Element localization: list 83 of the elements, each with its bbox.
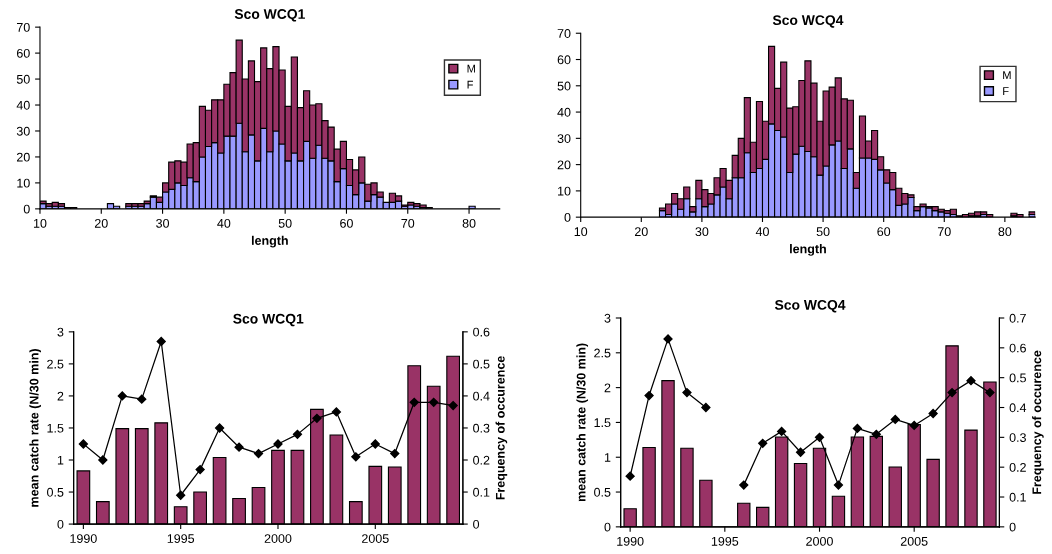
y-tick-label: 40 — [557, 107, 571, 117]
x-tick-label: 1995 — [167, 534, 195, 543]
x-axis-title: length — [790, 244, 826, 256]
chart-title: Sco WCQ1 — [234, 9, 305, 22]
y-tick-label: 30 — [16, 126, 30, 136]
x-tick-label: 2005 — [362, 534, 389, 543]
y-tick-label: 1 — [57, 455, 64, 465]
x-tick-label: 1990 — [617, 536, 644, 546]
y-tick-label: 2.5 — [47, 359, 64, 369]
x-tick-label: 60 — [877, 227, 891, 237]
y2-tick-label: 0.3 — [1009, 433, 1026, 442]
y-axis-title: mean catch rate (N/30 min) — [29, 349, 41, 507]
y-tick-label: 1.5 — [47, 423, 64, 433]
x-tick-label: 1995 — [711, 536, 739, 546]
y-tick-label: 0 — [564, 212, 571, 222]
x-tick-label: 30 — [156, 218, 170, 228]
y-tick-label: 0.5 — [47, 487, 64, 497]
y2-tick-label: 0.5 — [1009, 373, 1026, 383]
y2-tick-label: 0 — [1009, 522, 1016, 532]
chart-title: Sco WCQ4 — [772, 15, 844, 28]
y2-tick-label: 0.7 — [1009, 313, 1026, 323]
legend-label: M — [1003, 71, 1011, 79]
legend-label: F — [467, 80, 473, 89]
y-tick-label: 70 — [16, 22, 30, 32]
y2-tick-label: 0.4 — [473, 391, 490, 401]
x-tick-label: 10 — [33, 218, 47, 228]
y-tick-label: 50 — [557, 81, 571, 91]
y-tick-label: 40 — [16, 100, 30, 110]
y-tick-label: 3 — [57, 327, 64, 337]
y2-tick-label: 0 — [473, 519, 480, 529]
y2-tick-label: 0.1 — [1009, 492, 1026, 502]
y-axis-title: mean catch rate (N/30 min) — [576, 343, 589, 502]
y-tick-label: 50 — [16, 74, 30, 84]
x-tick-label: 40 — [755, 227, 769, 237]
legend-label: M — [467, 64, 475, 73]
chart-title: Sco WCQ4 — [774, 299, 846, 313]
x-tick-label: 2005 — [900, 536, 928, 546]
y-tick-label: 70 — [557, 29, 571, 38]
y-tick-label: 60 — [16, 48, 30, 58]
y2-tick-label: 0.2 — [1009, 462, 1026, 472]
y-tick-label: 0 — [57, 519, 64, 529]
y-tick-label: 20 — [557, 160, 571, 170]
y-tick-label: 10 — [17, 178, 30, 188]
y-tick-label: 0 — [604, 522, 611, 532]
x-tick-label: 1990 — [70, 534, 97, 543]
y-tick-label: 60 — [557, 55, 571, 65]
x-tick-label: 40 — [217, 218, 231, 228]
y-tick-label: 1 — [604, 453, 611, 462]
x-axis-title: length — [251, 235, 288, 248]
y-tick-label: 20 — [16, 152, 30, 162]
x-tick-label: 30 — [695, 227, 709, 237]
y2-axis-title: Frequency of occurence — [1032, 350, 1044, 494]
chart-title: Sco WCQ1 — [233, 313, 304, 327]
x-tick-label: 50 — [278, 218, 292, 228]
y2-tick-label: 0.4 — [1009, 403, 1027, 413]
y2-tick-label: 0.1 — [473, 487, 490, 497]
y-tick-label: 2 — [57, 391, 64, 401]
x-tick-label: 80 — [998, 227, 1012, 237]
y-tick-label: 10 — [558, 186, 571, 196]
x-tick-label: 70 — [937, 227, 951, 237]
y2-axis-title: Frequency of occurence — [495, 356, 508, 500]
x-tick-label: 80 — [462, 218, 476, 228]
y-tick-label: 1.5 — [594, 418, 611, 428]
x-tick-label: 10 — [574, 227, 588, 237]
x-tick-label: 70 — [401, 218, 415, 228]
y2-tick-label: 0.6 — [1009, 343, 1026, 353]
y2-tick-label: 0.5 — [473, 359, 490, 369]
y2-tick-label: 0.6 — [473, 327, 490, 337]
y-tick-label: 30 — [557, 134, 571, 143]
x-tick-label: 2000 — [806, 536, 833, 546]
y-tick-label: 2.5 — [594, 348, 611, 358]
x-tick-label: 2000 — [264, 534, 292, 543]
y-tick-label: 2 — [604, 383, 611, 393]
x-tick-label: 20 — [634, 227, 648, 237]
y-tick-label: 0.5 — [594, 487, 611, 497]
y2-tick-label: 0.2 — [473, 455, 490, 465]
y-tick-label: 3 — [604, 313, 611, 323]
y-tick-label: 0 — [23, 204, 30, 214]
x-tick-label: 60 — [340, 218, 353, 228]
legend-label: F — [1003, 87, 1009, 95]
x-tick-label: 20 — [94, 218, 108, 228]
x-tick-label: 50 — [816, 227, 830, 237]
y2-tick-label: 0.3 — [473, 423, 490, 433]
